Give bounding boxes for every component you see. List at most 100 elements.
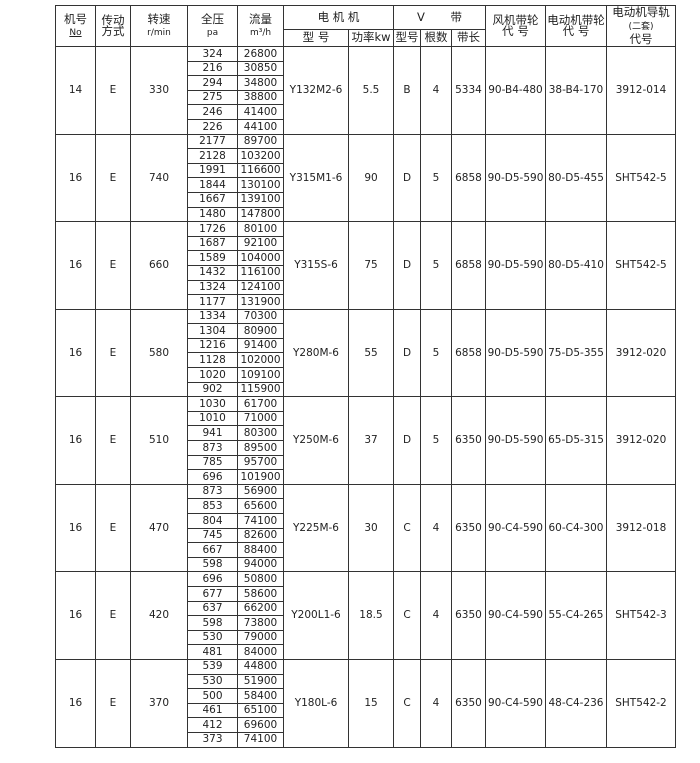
table-row: 1128 102000 <box>56 352 676 369</box>
model: Y200L1-6 <box>283 571 349 660</box>
belt-count: 4 <box>420 658 452 748</box>
pressure: 696 <box>187 571 238 587</box>
flow: 41400 <box>237 104 284 120</box>
flow: 69600 <box>237 717 284 733</box>
table-row: 16 E 580 1334 70300 Y280M-6 55 D 5 6858 90-D5-590 7… <box>55 308 676 398</box>
table-row: 745 82600 <box>56 527 676 544</box>
col-pressure: 全压 pa <box>187 5 238 47</box>
flow: 34800 <box>237 75 284 91</box>
belt-length: 6350 <box>451 571 486 660</box>
pressure: 941 <box>187 425 238 442</box>
table-row: 246 41400 <box>56 104 676 120</box>
col-fan-pulley: 风机带轮代 号 <box>485 5 546 47</box>
pressure: 246 <box>187 104 238 120</box>
machine-no: 16 <box>55 308 96 398</box>
flow: 79000 <box>237 629 284 646</box>
power: 30 <box>348 483 394 573</box>
belt-type: D <box>393 396 421 485</box>
table-row: 16 E 420 696 50800 Y200L1-6 18.5 C 4 6350 90-C4-59… <box>55 571 676 660</box>
pressure: 324 <box>187 46 238 62</box>
pressure: 1128 <box>187 352 238 369</box>
pressure: 216 <box>187 60 238 77</box>
flow: 65600 <box>237 498 284 514</box>
table-row: 14 E 330 324 26800 Y132M2-6 5.5 B 4 5334 90-B4-480… <box>55 46 676 135</box>
pressure: 804 <box>187 513 238 529</box>
fan-pulley: 90-D5-590 <box>485 308 546 398</box>
col-motor: 电 机 机 <box>283 5 394 30</box>
machine-no: 16 <box>55 133 96 223</box>
speed: 420 <box>130 571 188 660</box>
pressure: 696 <box>187 469 238 485</box>
col-belt-length: 带长 <box>451 29 486 47</box>
belt-count: 5 <box>420 308 452 398</box>
table-row: 1589 104000 <box>56 250 676 266</box>
fan-pulley: 90-D5-590 <box>485 396 546 485</box>
flow: 66200 <box>237 600 284 617</box>
motor-pulley: 80-D5-455 <box>545 133 607 223</box>
pressure: 667 <box>187 542 238 558</box>
table-row: 226 44100 <box>56 118 676 135</box>
belt-type: C <box>393 571 421 660</box>
col-speed: 转速 r/min <box>130 5 188 47</box>
table-row: 294 34800 <box>56 75 676 91</box>
motor-pulley: 55-C4-265 <box>545 571 607 660</box>
speed: 740 <box>130 133 188 223</box>
speed: 470 <box>130 483 188 573</box>
pressure: 1991 <box>187 162 238 179</box>
flow: 73800 <box>237 615 284 631</box>
flow: 30850 <box>237 60 284 77</box>
col-rail: 电动机导轨 (二套) 代号 <box>606 5 676 47</box>
rail: 3912-020 <box>606 308 676 398</box>
pressure: 481 <box>187 644 238 660</box>
pressure: 2177 <box>187 133 238 150</box>
flow: 38800 <box>237 89 284 106</box>
table-row: 16 E 470 873 56900 Y225M-6 30 C 4 6350 90-C4-590 60… <box>55 483 676 573</box>
speed: 580 <box>130 308 188 398</box>
motor-pulley: 38-B4-170 <box>545 46 607 135</box>
belt-type: C <box>393 483 421 573</box>
belt-length: 6858 <box>451 133 486 223</box>
model: Y315M1-6 <box>283 133 349 223</box>
machine-no: 16 <box>55 483 96 573</box>
motor-pulley: 75-D5-355 <box>545 308 607 398</box>
table-row: 1020 109100 <box>56 367 676 383</box>
belt-count: 4 <box>420 483 452 573</box>
rail: SHT542-5 <box>606 221 676 310</box>
power: 55 <box>348 308 394 398</box>
motor-pulley: 65-D5-315 <box>545 396 607 485</box>
flow: 102000 <box>237 352 284 369</box>
drive-type: E <box>95 571 131 660</box>
pressure: 677 <box>187 585 238 602</box>
fan-pulley: 90-D5-590 <box>485 133 546 223</box>
table-row: 216 30850 <box>56 60 676 77</box>
flow: 139100 <box>237 191 284 208</box>
col-belt-count: 根数 <box>420 29 452 47</box>
power: 5.5 <box>348 46 394 135</box>
flow: 74100 <box>237 513 284 529</box>
flow: 58600 <box>237 585 284 602</box>
speed: 330 <box>130 46 188 135</box>
drive-type: E <box>95 133 131 223</box>
flow: 101900 <box>237 469 284 485</box>
flow: 109100 <box>237 367 284 383</box>
motor-pulley: 48-C4-236 <box>545 658 607 748</box>
belt-length: 6350 <box>451 396 486 485</box>
pressure: 1844 <box>187 177 238 193</box>
table-row: 696 101900 <box>56 469 676 485</box>
fan-pulley: 90-C4-590 <box>485 483 546 573</box>
belt-type: C <box>393 658 421 748</box>
flow: 103200 <box>237 148 284 164</box>
pressure: 1432 <box>187 264 238 281</box>
power: 75 <box>348 221 394 310</box>
pressure: 853 <box>187 498 238 514</box>
table-row: 412 69600 <box>56 717 676 733</box>
model: Y225M-6 <box>283 483 349 573</box>
col-motor-power: 功率kw <box>348 29 394 47</box>
pressure: 637 <box>187 600 238 617</box>
pressure: 1589 <box>187 250 238 266</box>
pressure: 1687 <box>187 235 238 252</box>
flow: 84000 <box>237 644 284 660</box>
power: 37 <box>348 396 394 485</box>
power: 15 <box>348 658 394 748</box>
flow: 130100 <box>237 177 284 193</box>
